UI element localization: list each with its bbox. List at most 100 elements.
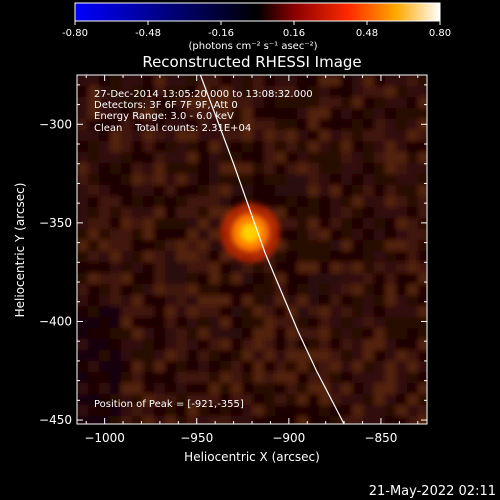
heatmap-cell — [319, 251, 330, 262]
heatmap-cell — [308, 416, 319, 424]
heatmap-cell — [330, 141, 341, 152]
heatmap-cell — [275, 383, 286, 394]
heatmap-cell — [110, 295, 121, 306]
heatmap-cell — [396, 163, 407, 174]
heatmap-cell — [209, 251, 220, 262]
heatmap-cell — [363, 350, 374, 361]
heatmap-cell — [165, 218, 176, 229]
heatmap-cell — [187, 86, 198, 97]
heatmap-cell — [231, 108, 242, 119]
heatmap-cell — [396, 196, 407, 207]
heatmap-cell — [176, 174, 187, 185]
heatmap-cell — [330, 306, 341, 317]
heatmap-cell — [363, 405, 374, 416]
heatmap-cell — [187, 394, 198, 405]
heatmap-cell — [187, 251, 198, 262]
heatmap-cell — [418, 174, 427, 185]
heatmap-cell — [330, 405, 341, 416]
heatmap-cell — [154, 207, 165, 218]
heatmap-cell — [363, 207, 374, 218]
heatmap-cell — [77, 328, 88, 339]
heatmap-cell — [176, 251, 187, 262]
heatmap-cell — [253, 383, 264, 394]
heatmap-cell — [396, 361, 407, 372]
heatmap-cell — [220, 284, 231, 295]
heatmap-cell — [88, 130, 99, 141]
heatmap-cell — [154, 372, 165, 383]
heatmap-cell — [198, 207, 209, 218]
heatmap-cell — [352, 372, 363, 383]
heatmap-cell — [209, 229, 220, 240]
heatmap-cell — [341, 130, 352, 141]
heatmap-cell — [330, 328, 341, 339]
heatmap-cell — [220, 339, 231, 350]
heatmap-cell — [99, 152, 110, 163]
heatmap-cell — [88, 372, 99, 383]
heatmap-cell — [231, 141, 242, 152]
heatmap-cell — [407, 163, 418, 174]
heatmap-cell — [264, 317, 275, 328]
heatmap-cell — [187, 163, 198, 174]
heatmap-cell — [418, 185, 427, 196]
heatmap-cell — [110, 141, 121, 152]
heatmap-cell — [374, 152, 385, 163]
heatmap-cell — [110, 97, 121, 108]
heatmap-cell — [264, 130, 275, 141]
heatmap-cell — [253, 339, 264, 350]
heatmap-cell — [220, 273, 231, 284]
heatmap-cell — [253, 284, 264, 295]
heatmap-cell — [308, 350, 319, 361]
heatmap-cell — [275, 262, 286, 273]
heatmap-cell — [253, 350, 264, 361]
heatmap-cell — [385, 108, 396, 119]
heatmap-cell — [198, 361, 209, 372]
heatmap-cell — [352, 339, 363, 350]
heatmap-cell — [297, 152, 308, 163]
heatmap-cell — [165, 416, 176, 424]
heatmap-cell — [319, 218, 330, 229]
heatmap-cell — [154, 284, 165, 295]
heatmap-cell — [209, 185, 220, 196]
heatmap-cell — [264, 119, 275, 130]
heatmap-cell — [99, 339, 110, 350]
heatmap-cell — [352, 75, 363, 86]
heatmap-cell — [242, 97, 253, 108]
heatmap-cell — [275, 394, 286, 405]
heatmap-cell — [220, 383, 231, 394]
heatmap-cell — [319, 119, 330, 130]
heatmap-cell — [143, 416, 154, 424]
heatmap-cell — [121, 130, 132, 141]
x-tick-label: −850 — [364, 431, 397, 445]
heatmap-cell — [209, 273, 220, 284]
heatmap-cell — [143, 130, 154, 141]
heatmap-cell — [187, 185, 198, 196]
heatmap-cell — [297, 229, 308, 240]
heatmap-cell — [121, 350, 132, 361]
heatmap-cell — [132, 152, 143, 163]
heatmap-cell — [187, 317, 198, 328]
heatmap-cell — [77, 75, 88, 86]
heatmap-cell — [110, 130, 121, 141]
heatmap-cell — [110, 229, 121, 240]
heatmap-cell — [341, 284, 352, 295]
heatmap-cell — [220, 361, 231, 372]
heatmap-cell — [264, 306, 275, 317]
heatmap-cell — [330, 317, 341, 328]
heatmap-cell — [385, 163, 396, 174]
heatmap-cell — [319, 306, 330, 317]
heatmap-cell — [275, 295, 286, 306]
heatmap-cell — [176, 152, 187, 163]
heatmap-cell — [209, 361, 220, 372]
heatmap-cell — [165, 295, 176, 306]
heatmap-cell — [99, 317, 110, 328]
heatmap-cell — [341, 328, 352, 339]
heatmap-cell — [176, 218, 187, 229]
heatmap-cell — [363, 174, 374, 185]
heatmap-cell — [330, 119, 341, 130]
heatmap-cell — [209, 240, 220, 251]
heatmap-cell — [99, 295, 110, 306]
heatmap-cell — [176, 328, 187, 339]
heatmap-cell — [253, 328, 264, 339]
heatmap-cell — [165, 152, 176, 163]
heatmap-cell — [77, 273, 88, 284]
